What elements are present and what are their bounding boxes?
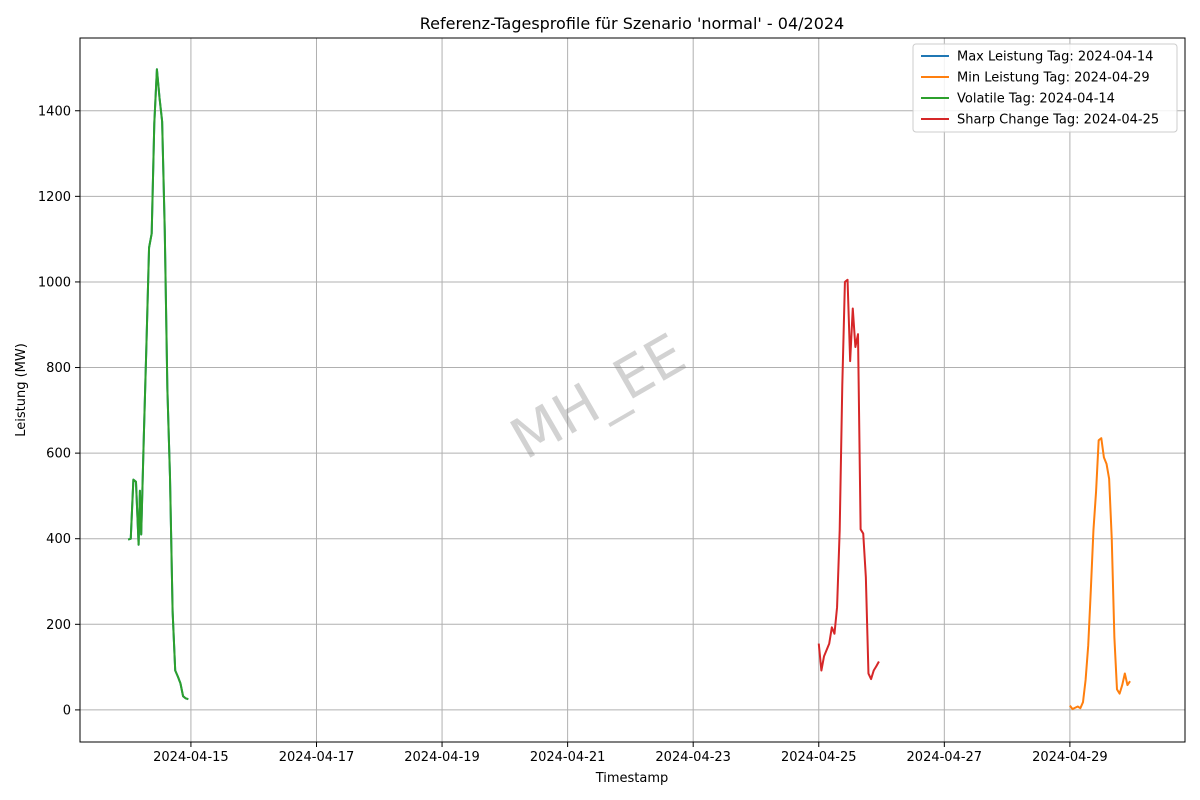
watermark-text: MH_EE (500, 322, 696, 473)
grid (80, 38, 1185, 742)
x-tick-label: 2024-04-19 (404, 750, 480, 765)
y-axis-ticks: 0 200 400 600 800 1000 1200 1400 (38, 104, 80, 718)
x-tick-label: 2024-04-27 (907, 750, 983, 765)
plot-frame (79, 37, 1186, 743)
x-tick-label: 2024-04-15 (153, 750, 229, 765)
series-lines (127, 68, 1131, 711)
watermark: MH_EE (500, 322, 696, 473)
y-tick-label: 1000 (38, 275, 71, 290)
x-tick-label: 2024-04-29 (1032, 750, 1108, 765)
x-axis-label: Timestamp (595, 771, 669, 786)
chart-title: Referenz-Tagesprofile für Szenario 'norm… (420, 14, 844, 33)
series-line-0 (127, 68, 189, 701)
y-tick-label: 0 (63, 703, 71, 718)
x-axis-ticks: 2024-04-15 2024-04-17 2024-04-19 2024-04-21… (153, 742, 1108, 765)
series-line-1 (1069, 437, 1131, 711)
y-tick-label: 600 (46, 447, 71, 462)
y-tick-label: 800 (46, 361, 71, 376)
y-tick-label: 200 (46, 618, 71, 633)
legend-label: Sharp Change Tag: 2024-04-25 (957, 113, 1159, 128)
legend-label: Max Leistung Tag: 2024-04-14 (957, 50, 1153, 65)
legend-label: Min Leistung Tag: 2024-04-29 (957, 71, 1150, 86)
series-line-2 (127, 68, 189, 701)
y-tick-label: 1400 (38, 104, 71, 119)
y-axis-label: Leistung (MW) (14, 343, 29, 437)
legend-label: Volatile Tag: 2024-04-14 (957, 92, 1115, 107)
y-tick-label: 1200 (38, 190, 71, 205)
legend-box (912, 43, 1178, 133)
x-tick-label: 2024-04-21 (530, 750, 606, 765)
x-tick-label: 2024-04-17 (279, 750, 355, 765)
x-tick-label: 2024-04-25 (781, 750, 857, 765)
series-line-3 (817, 278, 880, 681)
x-tick-label: 2024-04-23 (655, 750, 731, 765)
legend: Max Leistung Tag: 2024-04-14 Min Leistung… (912, 43, 1178, 133)
y-tick-label: 400 (46, 532, 71, 547)
